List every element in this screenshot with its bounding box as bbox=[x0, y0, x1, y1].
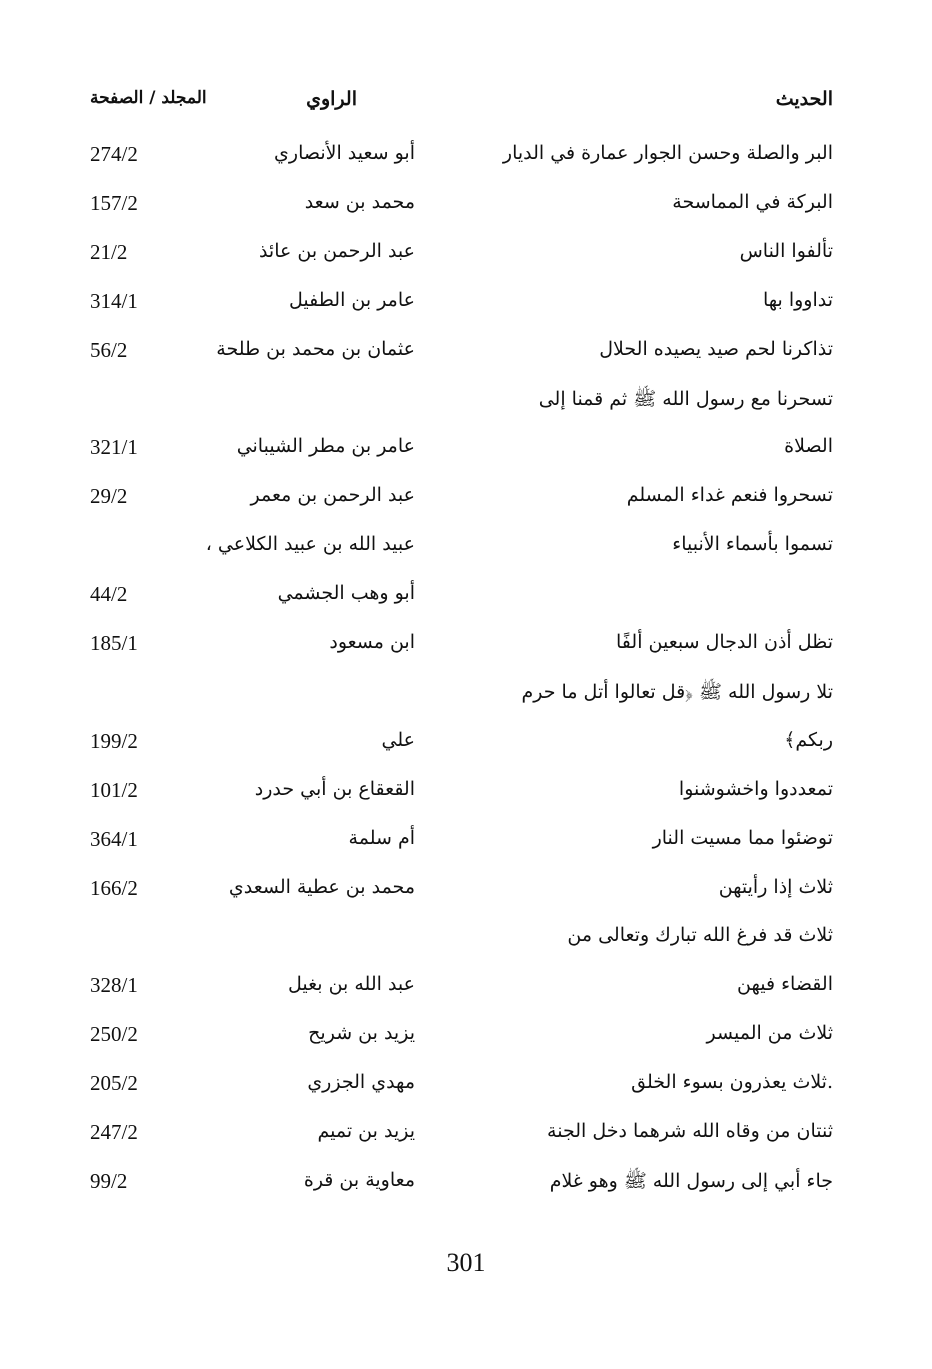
volume-page-ref: 205/2 bbox=[90, 1071, 138, 1096]
hadith-text: الصلاة bbox=[784, 435, 833, 458]
index-row: أبو وهب الجشمي 44/2 bbox=[0, 582, 932, 612]
header-hadith: الحديث bbox=[775, 88, 833, 110]
index-row: تسموا بأسماء الأنبياء عبيد الله بن عبيد ا… bbox=[0, 533, 932, 563]
column-headers: الحديث الراوي المجلد / الصفحة bbox=[0, 88, 932, 118]
volume-page-ref: 56/2 bbox=[90, 337, 128, 362]
narrator-name: عبد الرحمن بن معمر bbox=[250, 484, 415, 507]
hadith-text: تداووا بها bbox=[762, 288, 833, 311]
header-narrator: الراوي bbox=[306, 88, 357, 110]
hadith-text: القضاء فيهن bbox=[737, 973, 833, 996]
narrator-name: عبيد الله بن عبيد الكلاعي ، bbox=[205, 533, 415, 556]
volume-page-ref: 157/2 bbox=[90, 190, 138, 215]
narrator-name: محمد بن سعد bbox=[304, 190, 415, 213]
narrator-name: أبو وهب الجشمي bbox=[277, 582, 415, 605]
index-row: ثلاث قد فرغ الله تبارك وتعالى من bbox=[0, 924, 932, 954]
hadith-text: البر والصلة وحسن الجوار عمارة في الديار bbox=[502, 142, 833, 164]
index-row: توضئوا مما مسيت النار أم سلمة 364/1 bbox=[0, 827, 932, 857]
header-volume-page: المجلد / الصفحة bbox=[90, 88, 207, 108]
hadith-text: ثنتان من وقاه الله شرهما دخل الجنة bbox=[547, 1120, 833, 1142]
index-row: تسحروا فنعم غداء المسلم عبد الرحمن بن معم… bbox=[0, 484, 932, 514]
hadith-text: تظل أذن الدجال سبعين ألفًا bbox=[616, 631, 833, 653]
volume-page-ref: 99/2 bbox=[90, 1168, 128, 1193]
index-row: القضاء فيهن عبد الله بن بغيل 328/1 bbox=[0, 973, 932, 1003]
narrator-name: يزيد بن شريح bbox=[308, 1022, 415, 1045]
index-row: تلا رسول الله ﷺ ﴿قل تعالوا أتل ما حرم bbox=[0, 680, 932, 710]
volume-page-ref: 247/2 bbox=[90, 1120, 138, 1144]
narrator-name: محمد بن عطية السعدي bbox=[228, 875, 415, 898]
narrator-name: أبو سعيد الأنصاري bbox=[274, 142, 415, 164]
narrator-name: عبد الرحمن بن عائذ bbox=[258, 239, 415, 262]
volume-page-ref: 199/2 bbox=[90, 728, 138, 753]
index-row: ثلاث إذا رأيتهن محمد بن عطية السعدي 166/2 bbox=[0, 876, 932, 906]
hadith-text: ثلاث إذا رأيتهن bbox=[718, 875, 833, 898]
hadith-text: ربكم﴾ bbox=[784, 728, 833, 751]
hadith-text: تسموا بأسماء الأنبياء bbox=[672, 533, 833, 556]
narrator-name: عامر بن مطر الشيباني bbox=[236, 435, 415, 458]
volume-page-ref: 364/1 bbox=[90, 826, 138, 851]
index-row: .ثلاث يعذرون بسوء الخلق مهدي الجزري 205/2 bbox=[0, 1071, 932, 1101]
narrator-name: عبد الله بن بغيل bbox=[287, 973, 415, 996]
index-row: تظل أذن الدجال سبعين ألفًا ابن مسعود 185/1 bbox=[0, 631, 932, 661]
index-row: ثنتان من وقاه الله شرهما دخل الجنة يزيد ب… bbox=[0, 1120, 932, 1150]
hadith-text: ثلاث قد فرغ الله تبارك وتعالى من bbox=[567, 924, 833, 947]
hadith-text: جاء أبي إلى رسول الله ﷺ وهو غلام bbox=[549, 1169, 833, 1192]
hadith-text: البركة في المماسحة bbox=[672, 190, 833, 213]
index-row: تداووا بها عامر بن الطفيل 314/1 bbox=[0, 289, 932, 319]
index-row: ربكم﴾ علي 199/2 bbox=[0, 729, 932, 759]
hadith-text: تلا رسول الله ﷺ ﴿قل تعالوا أتل ما حرم bbox=[521, 680, 833, 703]
narrator-name: معاوية بن قرة bbox=[303, 1168, 415, 1191]
volume-page-ref: 185/1 bbox=[90, 631, 138, 655]
volume-page-ref: 29/2 bbox=[90, 484, 128, 509]
narrator-name: القعقاع بن أبي حدرد bbox=[254, 777, 415, 800]
narrator-name: يزيد بن تميم bbox=[317, 1120, 415, 1142]
hadith-text: توضئوا مما مسيت النار bbox=[652, 826, 833, 849]
hadith-text: .ثلاث يعذرون بسوء الخلق bbox=[631, 1071, 833, 1094]
volume-page-ref: 44/2 bbox=[90, 582, 128, 607]
index-row: الصلاة عامر بن مطر الشيباني 321/1 bbox=[0, 435, 932, 465]
volume-page-ref: 21/2 bbox=[90, 239, 128, 264]
index-row: البر والصلة وحسن الجوار عمارة في الديار أ… bbox=[0, 142, 932, 172]
index-row: ثلاث من الميسر يزيد بن شريح 250/2 bbox=[0, 1022, 932, 1052]
narrator-name: ابن مسعود bbox=[329, 631, 415, 653]
index-row: تمعددوا واخشوشنوا القعقاع بن أبي حدرد 101/… bbox=[0, 778, 932, 808]
hadith-text: تسحرنا مع رسول الله ﷺ ثم قمنا إلى bbox=[538, 387, 833, 410]
narrator-name: أم سلمة bbox=[348, 826, 415, 849]
hadith-text: تألفوا الناس bbox=[739, 239, 833, 262]
index-row: تسحرنا مع رسول الله ﷺ ثم قمنا إلى bbox=[0, 387, 932, 417]
hadith-text: تذاكرنا لحم صيد يصيده الحلال bbox=[599, 337, 833, 360]
volume-page-ref: 274/2 bbox=[90, 142, 138, 166]
narrator-name: عثمان بن محمد بن طلحة bbox=[216, 337, 415, 360]
index-row: تألفوا الناس عبد الرحمن بن عائذ 21/2 bbox=[0, 240, 932, 270]
index-row: جاء أبي إلى رسول الله ﷺ وهو غلام معاوية ب… bbox=[0, 1169, 932, 1199]
page-number: 301 bbox=[446, 1248, 486, 1277]
hadith-text: تسحروا فنعم غداء المسلم bbox=[626, 484, 833, 507]
index-row: تذاكرنا لحم صيد يصيده الحلال عثمان بن محم… bbox=[0, 338, 932, 368]
index-row: البركة في المماسحة محمد بن سعد 157/2 bbox=[0, 191, 932, 221]
volume-page-ref: 250/2 bbox=[90, 1022, 138, 1047]
volume-page-ref: 101/2 bbox=[90, 777, 138, 802]
volume-page-ref: 166/2 bbox=[90, 875, 138, 900]
volume-page-ref: 314/1 bbox=[90, 288, 138, 313]
hadith-text: تمعددوا واخشوشنوا bbox=[678, 777, 833, 800]
hadith-text: ثلاث من الميسر bbox=[706, 1022, 833, 1045]
narrator-name: علي bbox=[381, 728, 415, 751]
volume-page-ref: 321/1 bbox=[90, 435, 138, 460]
narrator-name: مهدي الجزري bbox=[307, 1071, 415, 1094]
narrator-name: عامر بن الطفيل bbox=[288, 288, 415, 311]
volume-page-ref: 328/1 bbox=[90, 973, 138, 998]
